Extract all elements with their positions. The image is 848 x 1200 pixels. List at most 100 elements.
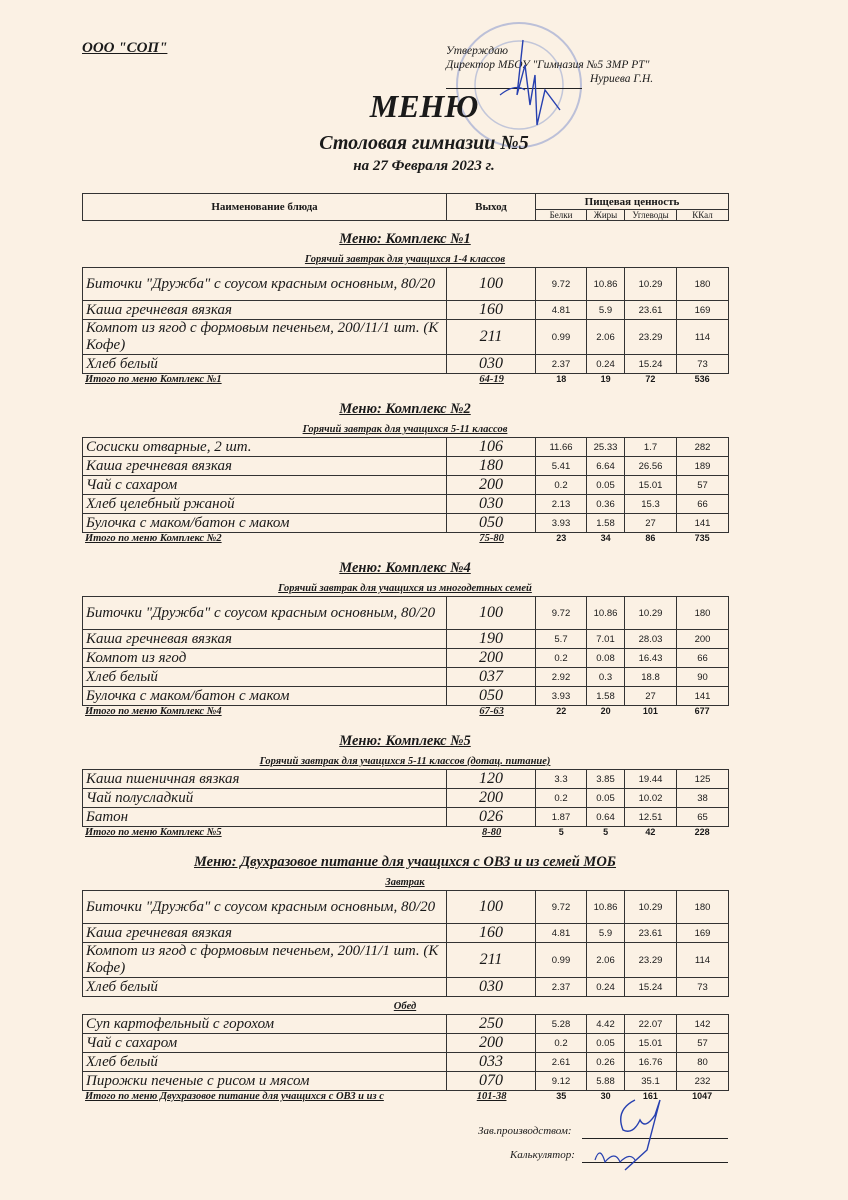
dish-fat: 0.05 xyxy=(586,1033,625,1053)
organization-name: ООО "СОП" xyxy=(82,40,168,56)
approval-name: Нуриева Г.Н. xyxy=(590,73,654,85)
dish-kcal: 57 xyxy=(676,1033,729,1053)
header-dish-name: Наименование блюда xyxy=(82,193,447,221)
table-row: Хлеб белый 037 2.92 0.3 18.8 90 xyxy=(82,667,729,687)
dish-name: Хлеб белый xyxy=(82,354,447,374)
dish-carbs: 10.29 xyxy=(624,890,677,924)
dish-output: 030 xyxy=(446,354,536,374)
section-title: Меню: Двухразовое питание для учащихся с… xyxy=(193,854,617,870)
dish-carbs: 10.29 xyxy=(624,267,677,301)
dish-fat: 10.86 xyxy=(586,890,625,924)
table-row: Батон 026 1.87 0.64 12.51 65 xyxy=(82,807,729,827)
dish-carbs: 16.76 xyxy=(624,1052,677,1072)
dish-protein: 3.93 xyxy=(535,513,587,533)
table-row: Биточки "Дружба" с соусом красным основн… xyxy=(82,267,729,301)
dish-kcal: 169 xyxy=(676,923,729,943)
dish-fat: 25.33 xyxy=(586,437,625,457)
dish-protein: 0.99 xyxy=(535,319,587,355)
table-row: Каша пшеничная вязкая 120 3.3 3.85 19.44 125 xyxy=(82,769,729,789)
dish-name: Чай с сахаром xyxy=(82,1033,447,1053)
header-carbs: Углеводы xyxy=(624,209,677,221)
table-row: Каша гречневая вязкая 190 5.7 7.01 28.03 200 xyxy=(82,629,729,649)
dish-name: Чай полусладкий xyxy=(82,788,447,808)
dish-table: Биточки "Дружба" с соусом красным основн… xyxy=(82,267,729,374)
total-kcal: 228 xyxy=(694,827,710,837)
dish-name: Компот из ягод с формовым печеньем, 200/… xyxy=(82,319,447,355)
table-row: Компот из ягод с формовым печеньем, 200/… xyxy=(82,319,729,355)
dish-carbs: 28.03 xyxy=(624,629,677,649)
dish-output: 100 xyxy=(446,596,536,630)
dish-kcal: 90 xyxy=(676,667,729,687)
table-row: Компот из ягод 200 0.2 0.08 16.43 66 xyxy=(82,648,729,668)
dish-kcal: 114 xyxy=(676,319,729,355)
dish-name: Хлеб белый xyxy=(82,977,447,997)
dish-table: Биточки "Дружба" с соусом красным основн… xyxy=(82,596,729,706)
dish-name: Биточки "Дружба" с соусом красным основн… xyxy=(82,596,447,630)
dish-name: Биточки "Дружба" с соусом красным основн… xyxy=(82,267,447,301)
dish-fat: 10.86 xyxy=(586,267,625,301)
total-fat: 20 xyxy=(600,706,611,716)
section-title: Меню: Комплекс №5 xyxy=(339,733,471,749)
dish-kcal: 200 xyxy=(676,629,729,649)
dish-kcal: 180 xyxy=(676,596,729,630)
dish-protein: 1.87 xyxy=(535,807,587,827)
dish-carbs: 15.24 xyxy=(624,977,677,997)
dish-name: Каша гречневая вязкая xyxy=(82,456,447,476)
dish-kcal: 180 xyxy=(676,890,729,924)
total-kcal: 536 xyxy=(694,374,710,384)
dish-table: Биточки "Дружба" с соусом красным основн… xyxy=(82,890,729,997)
dish-output: 120 xyxy=(446,769,536,789)
menu-section: Меню: Комплекс №2 Горячий завтрак для уча… xyxy=(82,401,729,550)
header-nutrition: Пищевая ценность xyxy=(534,193,730,210)
group-label: Горячий завтрак для учащихся 1-4 классов xyxy=(304,254,506,265)
dish-table: Сосиски отварные, 2 шт. 106 11.66 25.33 1.7 2… xyxy=(82,437,729,533)
group-label: Горячий завтрак для учащихся из многодет… xyxy=(278,583,532,594)
dish-kcal: 180 xyxy=(676,267,729,301)
dish-output: 200 xyxy=(446,648,536,668)
dish-kcal: 38 xyxy=(676,788,729,808)
dish-protein: 9.72 xyxy=(535,890,587,924)
dish-carbs: 16.43 xyxy=(624,648,677,668)
dish-output: 180 xyxy=(446,456,536,476)
dish-kcal: 65 xyxy=(676,807,729,827)
dish-output: 160 xyxy=(446,300,536,320)
dish-name: Биточки "Дружба" с соусом красным основн… xyxy=(82,890,447,924)
group-label: Горячий завтрак для учащихся 5-11 классо… xyxy=(302,424,508,435)
dish-name: Пирожки печеные с рисом и мясом xyxy=(82,1071,447,1091)
section-total: Итого по меню Комплекс №5 8-80 5 5 42 228 xyxy=(82,827,728,844)
dish-output: 030 xyxy=(446,494,536,514)
dish-protein: 9.12 xyxy=(535,1071,587,1091)
dish-carbs: 23.29 xyxy=(624,319,677,355)
table-row: Хлеб белый 030 2.37 0.24 15.24 73 xyxy=(82,977,729,997)
calculator-label: Калькулятор: xyxy=(510,1149,575,1161)
dish-protein: 0.2 xyxy=(535,1033,587,1053)
page-title: МЕНЮ xyxy=(369,88,479,124)
menu-document: Наименование блюда Выход Пищевая ценност… xyxy=(82,193,730,1108)
dish-fat: 0.05 xyxy=(586,475,625,495)
dish-protein: 9.72 xyxy=(535,596,587,630)
dish-output: 211 xyxy=(446,942,536,978)
dish-carbs: 12.51 xyxy=(624,807,677,827)
total-label: Итого по меню Комплекс №2 xyxy=(85,533,222,544)
dish-output: 100 xyxy=(446,890,536,924)
total-protein: 35 xyxy=(556,1091,567,1101)
dish-carbs: 26.56 xyxy=(624,456,677,476)
dish-kcal: 73 xyxy=(676,354,729,374)
dish-kcal: 80 xyxy=(676,1052,729,1072)
total-carbs: 42 xyxy=(645,827,656,837)
total-kcal: 677 xyxy=(694,706,710,716)
dish-kcal: 114 xyxy=(676,942,729,978)
dish-output: 037 xyxy=(446,667,536,687)
dish-carbs: 27 xyxy=(624,513,677,533)
dish-protein: 0.2 xyxy=(535,648,587,668)
dish-fat: 0.26 xyxy=(586,1052,625,1072)
dish-kcal: 66 xyxy=(676,648,729,668)
dish-protein: 5.28 xyxy=(535,1014,587,1034)
total-label: Итого по меню Комплекс №1 xyxy=(85,374,222,385)
dish-output: 050 xyxy=(446,686,536,706)
dish-protein: 4.81 xyxy=(535,300,587,320)
dish-kcal: 73 xyxy=(676,977,729,997)
dish-name: Сосиски отварные, 2 шт. xyxy=(82,437,447,457)
total-carbs: 161 xyxy=(642,1091,658,1101)
dish-protein: 2.37 xyxy=(535,977,587,997)
